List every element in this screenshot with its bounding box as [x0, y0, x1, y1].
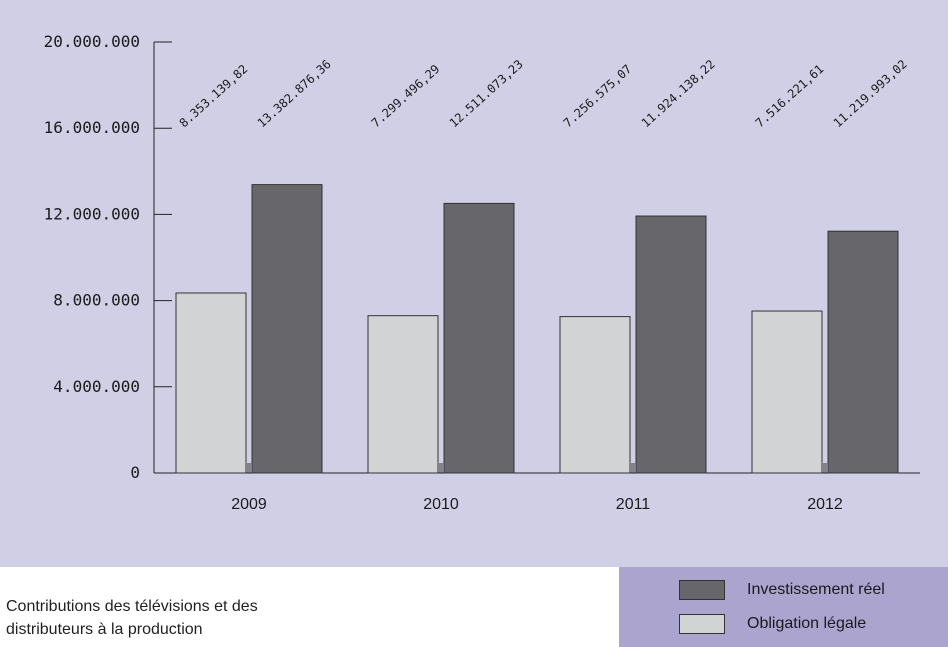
legend-label-investissement: Investissement réel	[747, 581, 885, 598]
bar-obligation-legale	[559, 316, 631, 474]
legend-swatch-obligation	[679, 614, 725, 634]
bar-chart: 0 4.000.000 8.000.000 12.000.000 16.000.000 2…	[44, 32, 920, 513]
legend-item-obligation: Obligation légale	[679, 613, 866, 635]
bar-investissement-reel	[635, 215, 707, 474]
x-tick-label: 2011	[616, 496, 651, 513]
legend-swatch-investissement	[679, 580, 725, 600]
data-label-investissement-reel: 13.382.876,36	[255, 57, 334, 130]
bar-obligation-legale	[175, 292, 247, 474]
y-tick-label: 20.000.000	[44, 32, 140, 51]
x-tick-label: 2009	[231, 496, 267, 513]
y-tick-label: 4.000.000	[53, 377, 140, 396]
y-tick-label: 0	[130, 463, 140, 482]
data-label-obligation-legale: 8.353.139,82	[177, 62, 251, 130]
x-tick-label: 2010	[423, 496, 459, 513]
data-label-investissement-reel: 12.511.073,23	[447, 57, 526, 130]
legend-item-investissement: Investissement réel	[679, 579, 885, 601]
data-label-investissement-reel: 11.219.993,02	[831, 57, 910, 130]
data-label-investissement-reel: 11.924.138,22	[639, 57, 718, 130]
bar-obligation-legale	[751, 310, 823, 474]
data-label-obligation-legale: 7.516.221,61	[753, 62, 827, 130]
bar-investissement-reel	[251, 184, 323, 474]
data-label-obligation-legale: 7.256.575,07	[561, 62, 635, 130]
chart-caption: Contributions des télévisions et des dis…	[6, 595, 366, 641]
x-tick-label: 2012	[807, 496, 843, 513]
caption-line-2: distributeurs à la production	[6, 621, 203, 638]
legend-label-obligation: Obligation légale	[747, 615, 867, 632]
chart-panel: 0 4.000.000 8.000.000 12.000.000 16.000.000 2…	[0, 0, 948, 567]
bar-obligation-legale	[367, 315, 439, 474]
caption-line-1: Contributions des télévisions et des	[6, 598, 258, 615]
y-tick-label: 12.000.000	[44, 204, 140, 223]
legend: Investissement réel Obligation légale	[619, 567, 948, 647]
y-tick-label: 8.000.000	[53, 291, 140, 310]
data-label-obligation-legale: 7.299.496,29	[369, 62, 443, 130]
bar-investissement-reel	[443, 202, 515, 474]
bar-investissement-reel	[827, 230, 899, 474]
y-tick-label: 16.000.000	[44, 118, 140, 137]
